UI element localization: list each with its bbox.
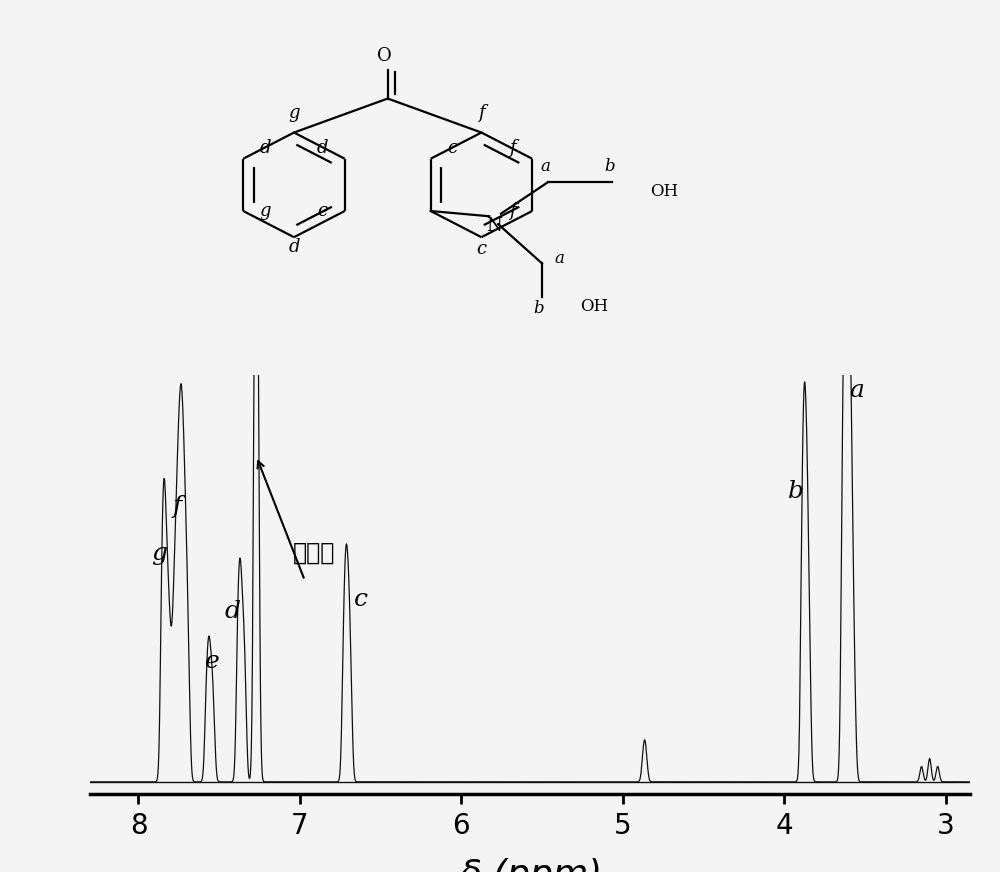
- Text: a: a: [850, 379, 864, 402]
- Text: g: g: [288, 104, 300, 122]
- Text: c: c: [447, 140, 457, 158]
- Text: d: d: [260, 140, 271, 158]
- Text: f: f: [478, 104, 485, 122]
- Text: f: f: [173, 495, 182, 518]
- Text: OH: OH: [580, 298, 608, 316]
- Text: f: f: [509, 140, 516, 158]
- Text: e: e: [318, 202, 328, 221]
- Text: N: N: [486, 216, 502, 235]
- Text: c: c: [476, 241, 486, 258]
- Text: OH: OH: [650, 183, 678, 201]
- Text: d: d: [224, 600, 240, 623]
- Text: a: a: [540, 158, 550, 174]
- Text: a: a: [555, 250, 565, 268]
- X-axis label: $\delta$ (ppm): $\delta$ (ppm): [459, 856, 601, 872]
- Text: g: g: [260, 202, 271, 221]
- Text: O: O: [377, 46, 392, 65]
- Text: f: f: [509, 202, 516, 221]
- Text: b: b: [604, 158, 615, 174]
- Text: 溶剂峰: 溶剂峰: [293, 541, 335, 565]
- Text: d: d: [288, 238, 300, 255]
- Text: e: e: [205, 651, 220, 673]
- Text: b: b: [534, 300, 544, 317]
- Text: g: g: [151, 542, 167, 565]
- Text: b: b: [788, 480, 804, 503]
- Text: d: d: [317, 140, 328, 158]
- Text: c: c: [354, 589, 368, 611]
